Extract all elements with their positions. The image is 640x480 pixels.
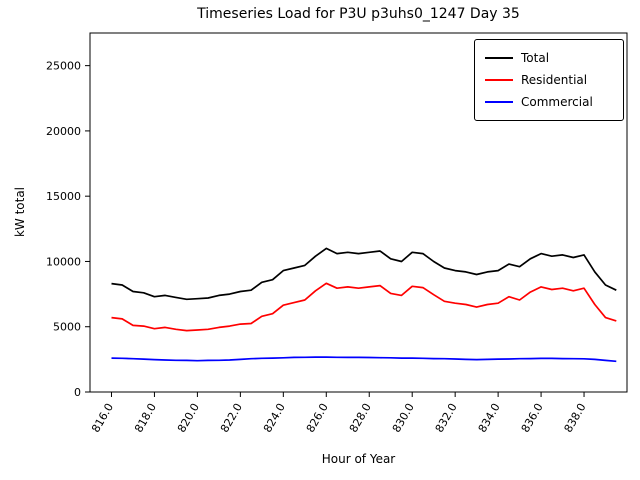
x-tick-label: 826.0 xyxy=(304,401,331,435)
y-axis-label: kW total xyxy=(13,186,27,238)
legend-item-residential: Residential xyxy=(485,69,613,91)
x-tick-label: 820.0 xyxy=(175,401,202,435)
x-tick-label: 818.0 xyxy=(132,401,159,435)
legend-item-total: Total xyxy=(485,47,613,69)
x-tick-label: 828.0 xyxy=(347,401,374,435)
x-tick-label: 838.0 xyxy=(562,401,589,435)
legend-label: Commercial xyxy=(521,95,593,109)
x-axis-label: Hour of Year xyxy=(321,452,396,466)
legend-line-sample-residential xyxy=(485,79,513,81)
y-tick-label: 5000 xyxy=(53,321,81,334)
x-tick-label: 824.0 xyxy=(261,401,288,435)
y-tick-label: 10000 xyxy=(46,255,81,268)
legend-label: Residential xyxy=(521,73,588,87)
legend-line-sample-commercial xyxy=(485,101,513,103)
x-tick-label: 836.0 xyxy=(519,401,546,435)
axes-frame xyxy=(89,32,628,393)
x-tick-label: 816.0 xyxy=(89,401,116,435)
x-tick-label: 834.0 xyxy=(476,401,503,435)
plot-line-residential xyxy=(111,282,617,332)
y-tick-label: 0 xyxy=(74,386,81,399)
y-tick-label: 20000 xyxy=(46,125,81,138)
x-tick-label: 822.0 xyxy=(218,401,245,435)
y-tick-label: 25000 xyxy=(46,60,81,73)
x-tick-label: 832.0 xyxy=(433,401,460,435)
x-tick-label: 830.0 xyxy=(390,401,417,435)
legend: Total Residential Commercial xyxy=(474,39,624,121)
plot-line-commercial xyxy=(111,356,617,363)
legend-line-sample-total xyxy=(485,57,513,59)
plot-line-total xyxy=(111,247,617,301)
chart-title: Timeseries Load for P3U p3uhs0_1247 Day … xyxy=(197,6,520,22)
legend-item-commercial: Commercial xyxy=(485,91,613,113)
legend-label: Total xyxy=(521,51,550,65)
y-tick-label: 15000 xyxy=(46,190,81,203)
